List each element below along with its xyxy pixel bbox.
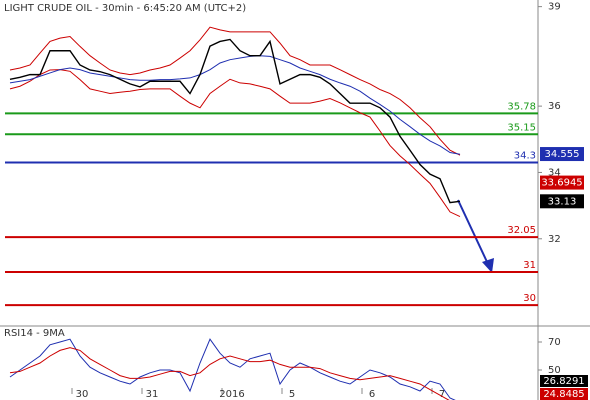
level-label: 30 (523, 293, 536, 304)
price-tag-label: 34.555 (545, 149, 580, 160)
y-tick-label: 34 (548, 167, 561, 178)
series-group (9, 338, 456, 400)
series-line (9, 338, 456, 400)
y-tick-label: 39 (548, 2, 561, 13)
x-tick-label: 30 (76, 389, 89, 400)
rsi-y-tick-label: 70 (548, 337, 561, 348)
price-tag-label: 33.13 (548, 196, 577, 207)
arrow-shaft (457, 199, 489, 265)
price-tag-label: 33.6945 (541, 178, 582, 189)
x-tick-label: 6 (369, 389, 375, 400)
level-label: 32.05 (507, 225, 536, 236)
x-tick-label: 7 (439, 389, 445, 400)
rsi-tag (540, 388, 588, 400)
series-line (9, 26, 461, 156)
rsi-tag-label: 26.8291 (543, 376, 584, 387)
rsi-tag (540, 375, 588, 387)
level-label: 31 (523, 260, 536, 271)
series-line (9, 347, 450, 400)
level-label: 35.78 (507, 101, 536, 112)
forecast-arrow (457, 199, 494, 273)
rsi-title: RSI14 - 9MA (4, 328, 65, 339)
x-tick-label: 5 (289, 389, 295, 400)
chart-title: LIGHT CRUDE OIL - 30min - 6:45:20 AM (UT… (4, 3, 246, 14)
price-tag (540, 194, 584, 209)
series-line (9, 69, 461, 218)
arrow-head (482, 258, 494, 273)
rsi-y-tick-label: 50 (548, 365, 561, 376)
level-label: 34.3 (514, 151, 536, 162)
series-line (9, 38, 461, 204)
price-tag (540, 175, 584, 190)
x-tick-label: 2016 (219, 389, 244, 400)
price-tag (540, 147, 584, 162)
y-tick-label: 36 (548, 101, 561, 112)
rsi-tag-label: 24.8485 (543, 389, 584, 400)
series-line (9, 55, 461, 155)
series-group (9, 26, 461, 218)
x-tick-label: 31 (146, 389, 159, 400)
y-tick-label: 32 (548, 234, 561, 245)
level-label: 35.15 (507, 122, 536, 133)
